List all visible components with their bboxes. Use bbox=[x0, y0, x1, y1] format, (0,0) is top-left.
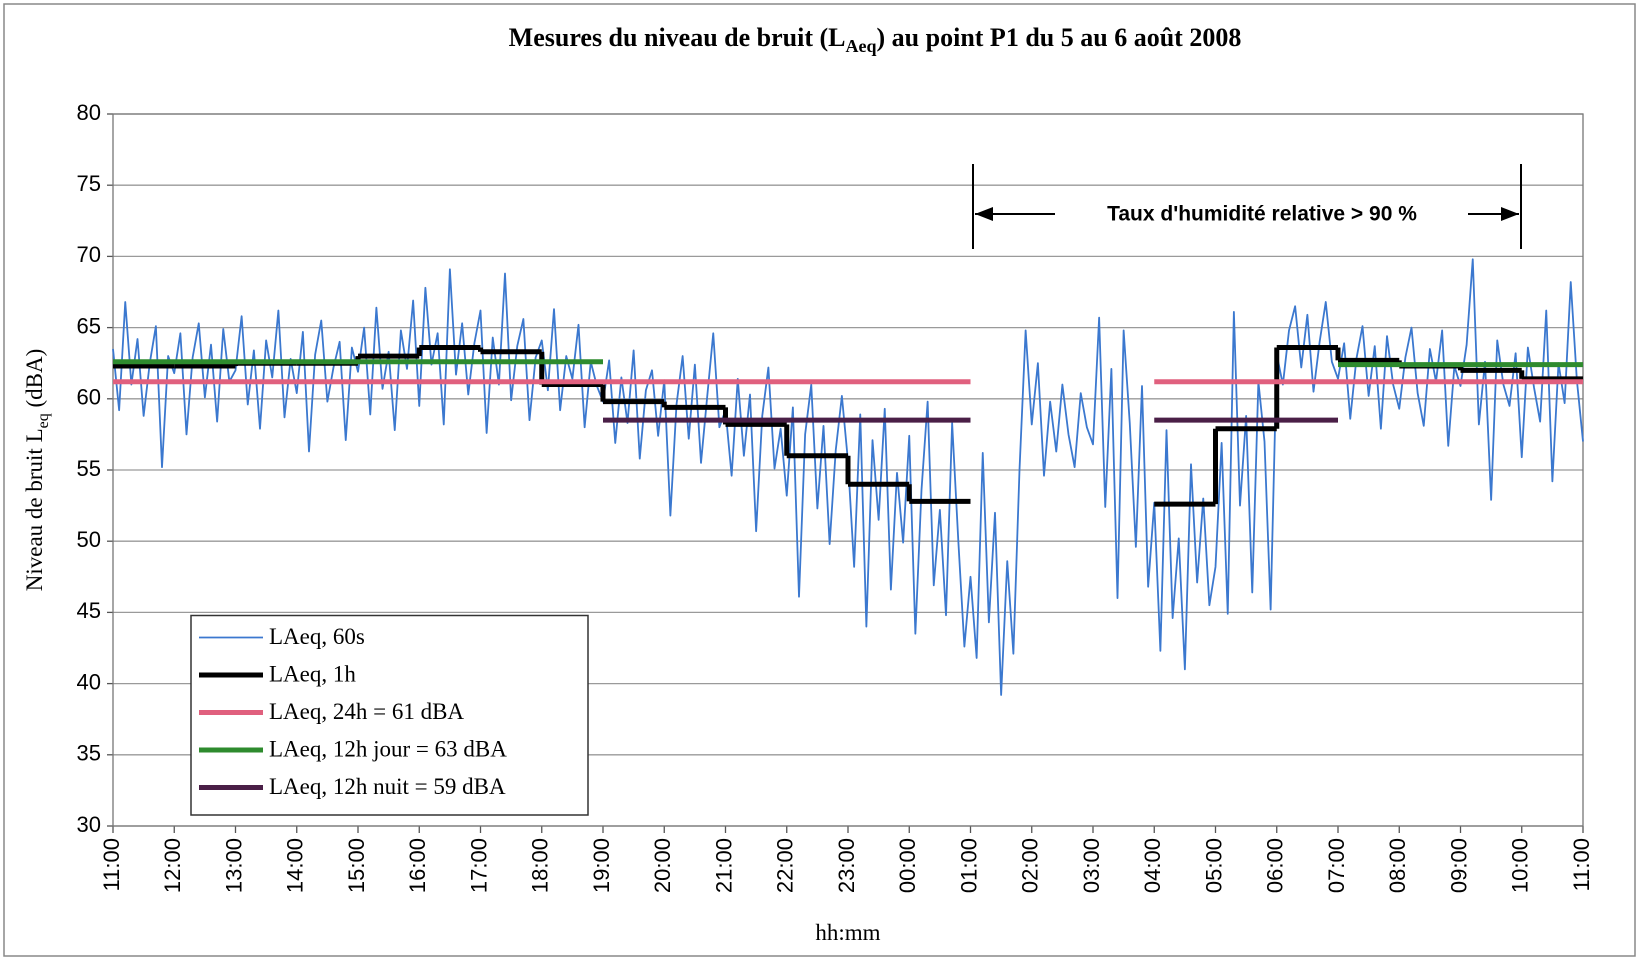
x-tick-label: 02:00 bbox=[1018, 838, 1043, 893]
x-tick-label: 19:00 bbox=[589, 838, 614, 893]
legend-label: LAeq, 12h nuit = 59 dBA bbox=[269, 774, 506, 799]
y-tick-label: 60 bbox=[77, 385, 101, 410]
y-tick-label: 65 bbox=[77, 313, 101, 338]
x-tick-label: 21:00 bbox=[711, 838, 736, 893]
title-part: Mesures du niveau de bruit (L bbox=[509, 23, 846, 52]
x-axis-label: hh:mm bbox=[815, 920, 880, 945]
x-tick-label: 05:00 bbox=[1201, 838, 1226, 893]
annotation-arrowhead bbox=[1501, 207, 1519, 221]
legend-label: LAeq, 12h jour = 63 dBA bbox=[269, 736, 507, 761]
y-tick-label: 40 bbox=[77, 669, 101, 694]
legend-box bbox=[190, 614, 589, 816]
x-tick-label: 00:00 bbox=[895, 838, 920, 893]
annotation-arrowhead bbox=[975, 207, 993, 221]
y-tick-label: 35 bbox=[77, 741, 101, 766]
x-tick-label: 22:00 bbox=[773, 838, 798, 893]
annotation: Taux d'humidité relative > 90 % bbox=[972, 164, 1522, 249]
y-tick-label: 55 bbox=[77, 456, 101, 481]
x-tick-label: 09:00 bbox=[1446, 838, 1471, 893]
y-tick-label: 70 bbox=[77, 242, 101, 267]
y-tick-label: 30 bbox=[77, 812, 101, 837]
title-part: ) au point P1 du 5 au 6 août 2008 bbox=[877, 23, 1242, 52]
y-tick-label: 50 bbox=[77, 527, 101, 552]
legend-label: LAeq, 1h bbox=[269, 661, 356, 686]
y-tick-label: 75 bbox=[77, 171, 101, 196]
legend-label: LAeq, 24h = 61 dBA bbox=[269, 699, 464, 724]
x-tick-label: 01:00 bbox=[956, 838, 981, 893]
ylabel-part: (dBA) bbox=[22, 349, 47, 414]
x-tick-label: 04:00 bbox=[1140, 838, 1165, 893]
x-tick-label: 11:00 bbox=[1569, 838, 1594, 891]
legend-label: LAeq, 60s bbox=[269, 624, 365, 649]
legend: LAeq, 60s LAeq, 1h LAeq, 24h = 61 dBA LAeq,… bbox=[190, 614, 589, 816]
series-line bbox=[113, 359, 1583, 368]
plot-frame bbox=[112, 113, 1584, 827]
annotation-text: Taux d'humidité relative > 90 % bbox=[1107, 203, 1417, 226]
y-tick-label: 45 bbox=[77, 598, 101, 623]
ylabel-subscript: eq bbox=[35, 413, 52, 428]
x-tick-label: 11:00 bbox=[99, 838, 124, 891]
x-tick-label: 06:00 bbox=[1263, 838, 1288, 893]
title-subscript: Aeq bbox=[846, 36, 877, 56]
x-tick-label: 17:00 bbox=[466, 838, 491, 893]
ylabel-part: Niveau de bruit L bbox=[22, 428, 47, 591]
chart-title: Mesures du niveau de bruit (LAeq) au poi… bbox=[509, 23, 1242, 56]
x-tick-label: 07:00 bbox=[1324, 838, 1349, 893]
x-tick-label: 18:00 bbox=[528, 838, 553, 893]
y-tick-label: 80 bbox=[77, 100, 101, 125]
x-tick-label: 15:00 bbox=[344, 838, 369, 893]
x-tick-label: 03:00 bbox=[1079, 838, 1104, 893]
x-tick-label: 20:00 bbox=[650, 838, 675, 893]
x-tick-label: 14:00 bbox=[283, 838, 308, 893]
x-tick-label: 16:00 bbox=[405, 838, 430, 893]
x-tick-label: 12:00 bbox=[160, 838, 185, 893]
x-tick-label: 10:00 bbox=[1508, 838, 1533, 893]
x-tick-label: 23:00 bbox=[834, 838, 859, 893]
x-tick-label: 08:00 bbox=[1385, 838, 1410, 893]
y-axis-label: Niveau de bruit Leq (dBA) bbox=[22, 349, 52, 592]
x-tick-label: 13:00 bbox=[221, 838, 246, 893]
